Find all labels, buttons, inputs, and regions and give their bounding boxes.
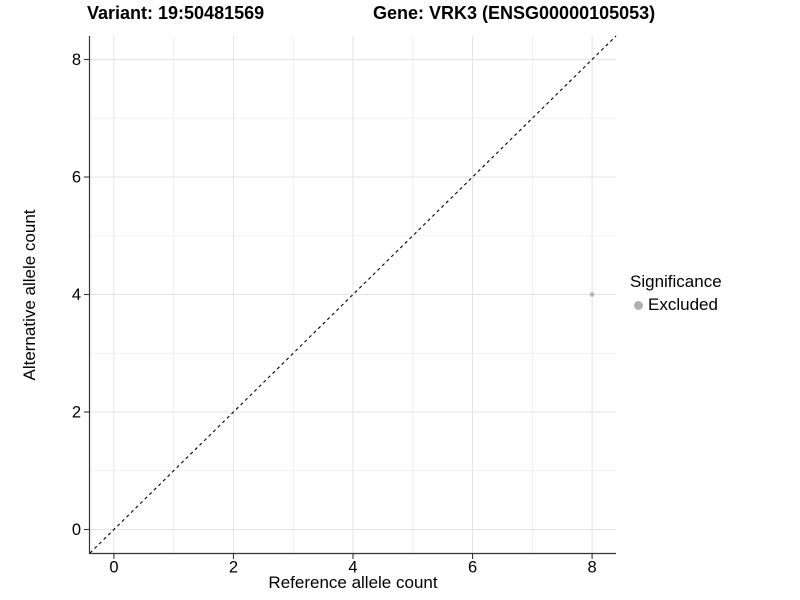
data-point (589, 292, 595, 297)
y-tick-label: 2 (72, 404, 81, 422)
legend-item-label: Excluded (648, 295, 718, 314)
x-tick-label: 0 (109, 559, 118, 577)
plot-title-gene: Gene: VRK3 (ENSG00000105053) (373, 3, 656, 23)
legend-title: Significance (630, 272, 722, 291)
identity-line (89, 35, 617, 554)
y-axis-title: Alternative allele count (20, 209, 39, 381)
y-tick-label: 0 (72, 521, 81, 539)
y-tick-label: 6 (72, 169, 81, 187)
plot-title-variant: Variant: 19:50481569 (87, 3, 265, 23)
x-tick-label: 4 (348, 559, 357, 577)
x-tick-label: 6 (468, 559, 477, 577)
legend-dot-icon (634, 300, 643, 310)
y-tick-label: 8 (72, 51, 81, 69)
x-tick-label: 2 (229, 559, 238, 577)
y-tick-label: 4 (72, 286, 81, 304)
legend: Significance Excluded (630, 272, 722, 315)
x-axis-title: Reference allele count (268, 573, 438, 592)
legend-item-excluded: Excluded (630, 295, 722, 315)
x-tick-label: 8 (587, 559, 596, 577)
